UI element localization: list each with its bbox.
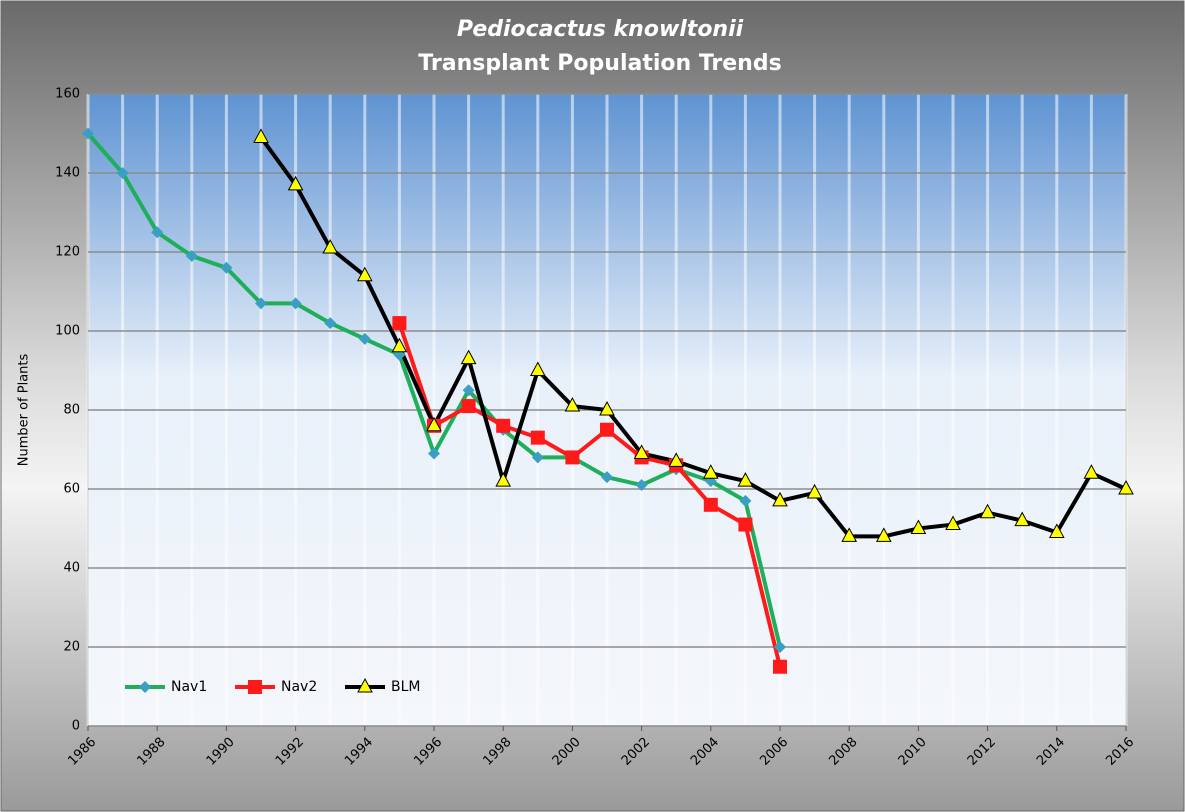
marker bbox=[1014, 511, 1031, 527]
marker bbox=[601, 471, 613, 484]
chart-title: Pediocactus knowltonii bbox=[457, 17, 744, 42]
marker bbox=[289, 297, 302, 310]
marker bbox=[635, 479, 648, 492]
marker bbox=[1118, 479, 1134, 495]
legend-label: BLM bbox=[391, 679, 420, 695]
marker bbox=[702, 464, 719, 479]
legend-marker bbox=[357, 677, 373, 693]
legend-marker bbox=[248, 680, 262, 694]
marker bbox=[392, 316, 407, 331]
marker bbox=[633, 444, 650, 459]
marker bbox=[910, 519, 927, 534]
y-tick-label: 140 bbox=[55, 166, 80, 181]
marker bbox=[82, 127, 94, 140]
marker bbox=[391, 337, 408, 353]
marker bbox=[668, 452, 685, 467]
marker bbox=[1083, 464, 1100, 479]
marker bbox=[287, 175, 304, 191]
marker bbox=[462, 384, 475, 397]
y-tick-label: 60 bbox=[63, 482, 80, 497]
marker bbox=[255, 297, 267, 310]
marker bbox=[495, 472, 512, 487]
marker bbox=[599, 400, 615, 416]
legend-marker bbox=[139, 681, 151, 693]
y-tick-label: 0 bbox=[72, 719, 80, 734]
marker bbox=[428, 447, 440, 460]
marker bbox=[564, 396, 581, 412]
marker bbox=[739, 494, 752, 507]
legend-label: Nav1 bbox=[171, 679, 207, 695]
marker bbox=[806, 483, 823, 499]
marker bbox=[356, 266, 373, 282]
marker bbox=[322, 238, 339, 254]
marker bbox=[875, 527, 892, 542]
marker bbox=[738, 517, 753, 532]
y-tick-label: 20 bbox=[63, 640, 80, 655]
marker bbox=[979, 503, 996, 519]
marker bbox=[945, 515, 961, 531]
marker bbox=[773, 659, 787, 674]
marker bbox=[185, 249, 198, 262]
marker bbox=[841, 527, 858, 542]
y-tick-label: 120 bbox=[55, 245, 80, 260]
marker bbox=[530, 430, 545, 445]
marker bbox=[253, 128, 269, 143]
marker bbox=[774, 641, 786, 653]
marker bbox=[460, 349, 477, 365]
legend-label: Nav2 bbox=[281, 679, 317, 695]
y-tick-label: 100 bbox=[55, 324, 80, 339]
y-tick-label: 40 bbox=[63, 561, 80, 576]
marker bbox=[116, 167, 129, 179]
marker bbox=[531, 451, 544, 464]
marker bbox=[496, 418, 511, 433]
y-tick-label: 160 bbox=[55, 87, 80, 102]
marker bbox=[358, 332, 371, 345]
marker bbox=[220, 261, 233, 274]
y-tick-label: 80 bbox=[63, 403, 80, 418]
marker bbox=[529, 361, 546, 376]
chart-subtitle: Transplant Population Trends bbox=[418, 51, 781, 76]
marker bbox=[565, 450, 580, 465]
y-axis-label: Number of Plants bbox=[17, 354, 32, 467]
marker bbox=[772, 491, 788, 507]
marker bbox=[324, 317, 337, 330]
marker bbox=[600, 422, 614, 437]
marker bbox=[737, 472, 754, 487]
marker bbox=[461, 399, 476, 414]
marker bbox=[703, 497, 718, 512]
marker bbox=[1048, 523, 1065, 538]
marker bbox=[426, 416, 442, 432]
marker bbox=[151, 226, 164, 239]
